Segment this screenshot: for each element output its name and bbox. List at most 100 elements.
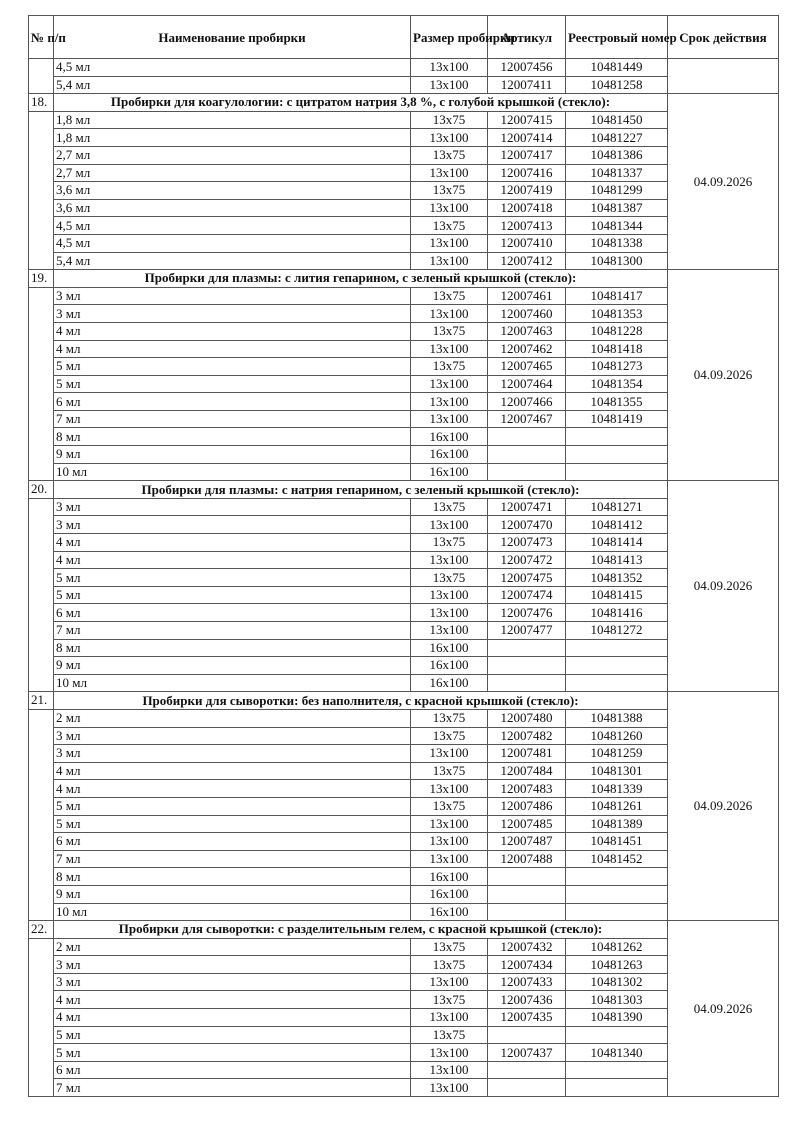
table-row: 3 мл 13x100 12007433 10481302 (29, 972, 779, 992)
tube-registry: 10481352 (565, 568, 668, 587)
table-row: 5 мл 13x75 12007465 10481273 (29, 357, 779, 376)
tube-name: 3 мл (53, 286, 411, 306)
tube-name: 5 мл (53, 568, 411, 587)
tube-size: 13x100 (410, 392, 488, 411)
table-row: 6 мл 13x100 12007476 10481416 (29, 603, 779, 622)
tube-article: 12007435 (487, 1008, 566, 1027)
number-cell-empty (28, 286, 54, 482)
table-row: 7 мл 13x100 (29, 1078, 779, 1098)
table-row: 3 мл 13x100 12007481 10481259 (29, 744, 779, 763)
tube-name: 7 мл (53, 621, 411, 640)
section-number: 20. (28, 480, 54, 499)
table-row: 10 мл 16x100 (29, 902, 779, 922)
tube-registry: 10481260 (565, 726, 668, 746)
table-row: 5,4 мл 13x100 12007412 10481300 (29, 251, 779, 271)
table-row: 4,5 мл 13x100 12007456 10481449 (28, 57, 779, 95)
tube-name: 8 мл (53, 638, 411, 658)
tube-registry: 10481412 (565, 515, 668, 535)
table-row: 3 мл 13x100 12007470 10481412 (29, 515, 779, 535)
tube-article: 12007464 (487, 374, 566, 394)
tube-name: 7 мл (53, 1078, 411, 1098)
tube-article: 12007465 (487, 357, 566, 376)
expiry-date: 04.09.2026 (667, 920, 779, 1098)
tube-registry (565, 445, 668, 464)
table-row: 6 мл 13x100 12007487 10481451 (29, 832, 779, 851)
tube-registry (565, 1060, 668, 1080)
tube-registry: 10481389 (565, 814, 668, 834)
table-row: 5,4 мл 13x100 12007411 10481258 (29, 75, 779, 95)
table-row: 4,5 мл 13x75 12007413 10481344 (29, 216, 779, 235)
table-row: 4 мл 13x100 12007462 10481418 (29, 339, 779, 359)
tube-article: 12007476 (487, 603, 566, 622)
tube-size: 13x100 (410, 198, 488, 218)
expiry-date: 04.09.2026 (667, 93, 779, 271)
tube-registry: 10481301 (565, 761, 668, 781)
tube-size: 13x75 (410, 990, 488, 1010)
tube-name: 8 мл (53, 867, 411, 886)
tube-registry: 10481353 (565, 304, 668, 323)
tube-registry: 10481303 (565, 990, 668, 1010)
tube-article: 12007486 (487, 796, 566, 816)
tube-size: 13x100 (410, 744, 488, 763)
table-row: 3 мл 13x75 12007482 10481260 (29, 726, 779, 746)
section-header-row: 22. Пробирки для сыворотки: с разделитель… (28, 920, 779, 1098)
tube-registry: 10481355 (565, 392, 668, 411)
tube-registry: 10481451 (565, 832, 668, 851)
tube-size: 16x100 (410, 673, 488, 693)
tube-name: 4 мл (53, 1008, 411, 1027)
tube-article (487, 673, 566, 693)
tube-name: 9 мл (53, 884, 411, 904)
tube-size: 13x100 (410, 814, 488, 834)
table-row: 5 мл 13x75 12007486 10481261 (29, 796, 779, 816)
tube-name: 2 мл (53, 937, 411, 957)
tube-registry: 10481262 (565, 937, 668, 957)
table-row: 4 мл 13x75 12007484 10481301 (29, 761, 779, 781)
header-num: № п/п (28, 15, 66, 59)
tube-name: 6 мл (53, 392, 411, 411)
tube-article (487, 867, 566, 886)
tube-article: 12007481 (487, 744, 566, 763)
tube-name: 2 мл (53, 708, 411, 728)
tube-registry: 10481299 (565, 181, 668, 200)
tube-size: 13x100 (410, 128, 488, 147)
tube-name: 10 мл (53, 462, 411, 482)
tube-article: 12007480 (487, 708, 566, 728)
tube-registry: 10481340 (565, 1043, 668, 1062)
tube-registry (565, 673, 668, 693)
tube-size: 13x100 (410, 515, 488, 535)
tube-name: 5 мл (53, 374, 411, 394)
tube-article (487, 656, 566, 675)
tube-registry: 10481227 (565, 128, 668, 147)
section-header-row: 18. Пробирки для коагулологии: с цитратом… (28, 93, 779, 271)
tube-name: 5 мл (53, 585, 411, 605)
tube-name: 5 мл (53, 796, 411, 816)
tube-name: 4 мл (53, 533, 411, 552)
tube-size: 13x100 (410, 58, 488, 77)
tube-registry: 10481273 (565, 357, 668, 376)
header-size: Размер пробирки (410, 15, 515, 59)
tube-article (487, 902, 566, 922)
tube-article (487, 427, 566, 447)
expiry-date: 04.09.2026 (667, 691, 779, 922)
tube-size: 13x75 (410, 286, 488, 306)
section-title: Пробирки для сыворотки: с разделительным… (53, 920, 668, 939)
tube-registry: 10481387 (565, 198, 668, 218)
tube-name: 4 мл (53, 339, 411, 359)
tube-name: 5 мл (53, 1025, 411, 1045)
tube-registry: 10481452 (565, 849, 668, 869)
tube-name: 9 мл (53, 445, 411, 464)
tube-article (487, 1060, 566, 1080)
tube-size: 13x100 (410, 409, 488, 429)
tube-article: 12007473 (487, 533, 566, 552)
tube-article: 12007410 (487, 233, 566, 253)
tube-size: 13x75 (410, 761, 488, 781)
section-number: 19. (28, 269, 54, 288)
tube-registry: 10481302 (565, 972, 668, 992)
expiry-date: 04.09.2026 (667, 269, 779, 482)
table-row: 8 мл 16x100 (29, 427, 779, 447)
tube-size: 16x100 (410, 902, 488, 922)
tube-size: 16x100 (410, 867, 488, 886)
tube-size: 13x100 (410, 339, 488, 359)
tube-registry: 10481419 (565, 409, 668, 429)
table-row: 1,8 мл 13x100 12007414 10481227 (29, 128, 779, 147)
